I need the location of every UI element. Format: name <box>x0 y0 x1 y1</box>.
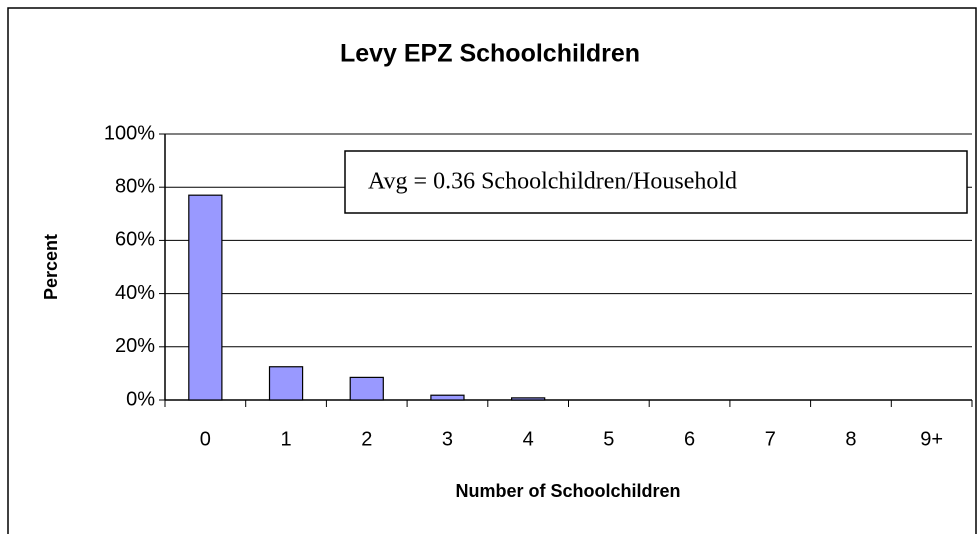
y-tick-label: 60% <box>115 229 155 251</box>
chart-frame <box>7 7 977 534</box>
bar <box>268 366 304 401</box>
x-axis-title: Number of Schoolchildren <box>455 481 680 501</box>
bar <box>430 394 465 401</box>
annotation: Avg = 0.36 Schoolchildren/Household <box>368 169 737 195</box>
chart-title: Levy EPZ Schoolchildren <box>340 40 640 68</box>
x-tick-label: 5 <box>603 428 614 450</box>
y-tick-label: 20% <box>115 335 155 357</box>
annotation-box <box>344 150 968 214</box>
y-tick-label: 100% <box>104 122 155 144</box>
bar <box>511 397 546 401</box>
x-tick-label: 2 <box>361 428 372 450</box>
x-tick-label: 9+ <box>920 428 943 450</box>
x-tick-label: 0 <box>200 428 211 450</box>
x-tick-label: 4 <box>523 428 534 450</box>
x-tick-label: 8 <box>845 428 856 450</box>
y-axis-title: Percent <box>41 234 61 300</box>
bar <box>188 194 223 401</box>
y-tick-label: 0% <box>126 388 155 410</box>
y-tick-label: 80% <box>115 175 155 197</box>
y-tick-label: 40% <box>115 282 155 304</box>
x-tick-label: 3 <box>442 428 453 450</box>
x-tick-label: 7 <box>765 428 776 450</box>
bar <box>349 376 384 401</box>
x-tick-label: 6 <box>684 428 695 450</box>
x-tick-label: 1 <box>280 428 291 450</box>
